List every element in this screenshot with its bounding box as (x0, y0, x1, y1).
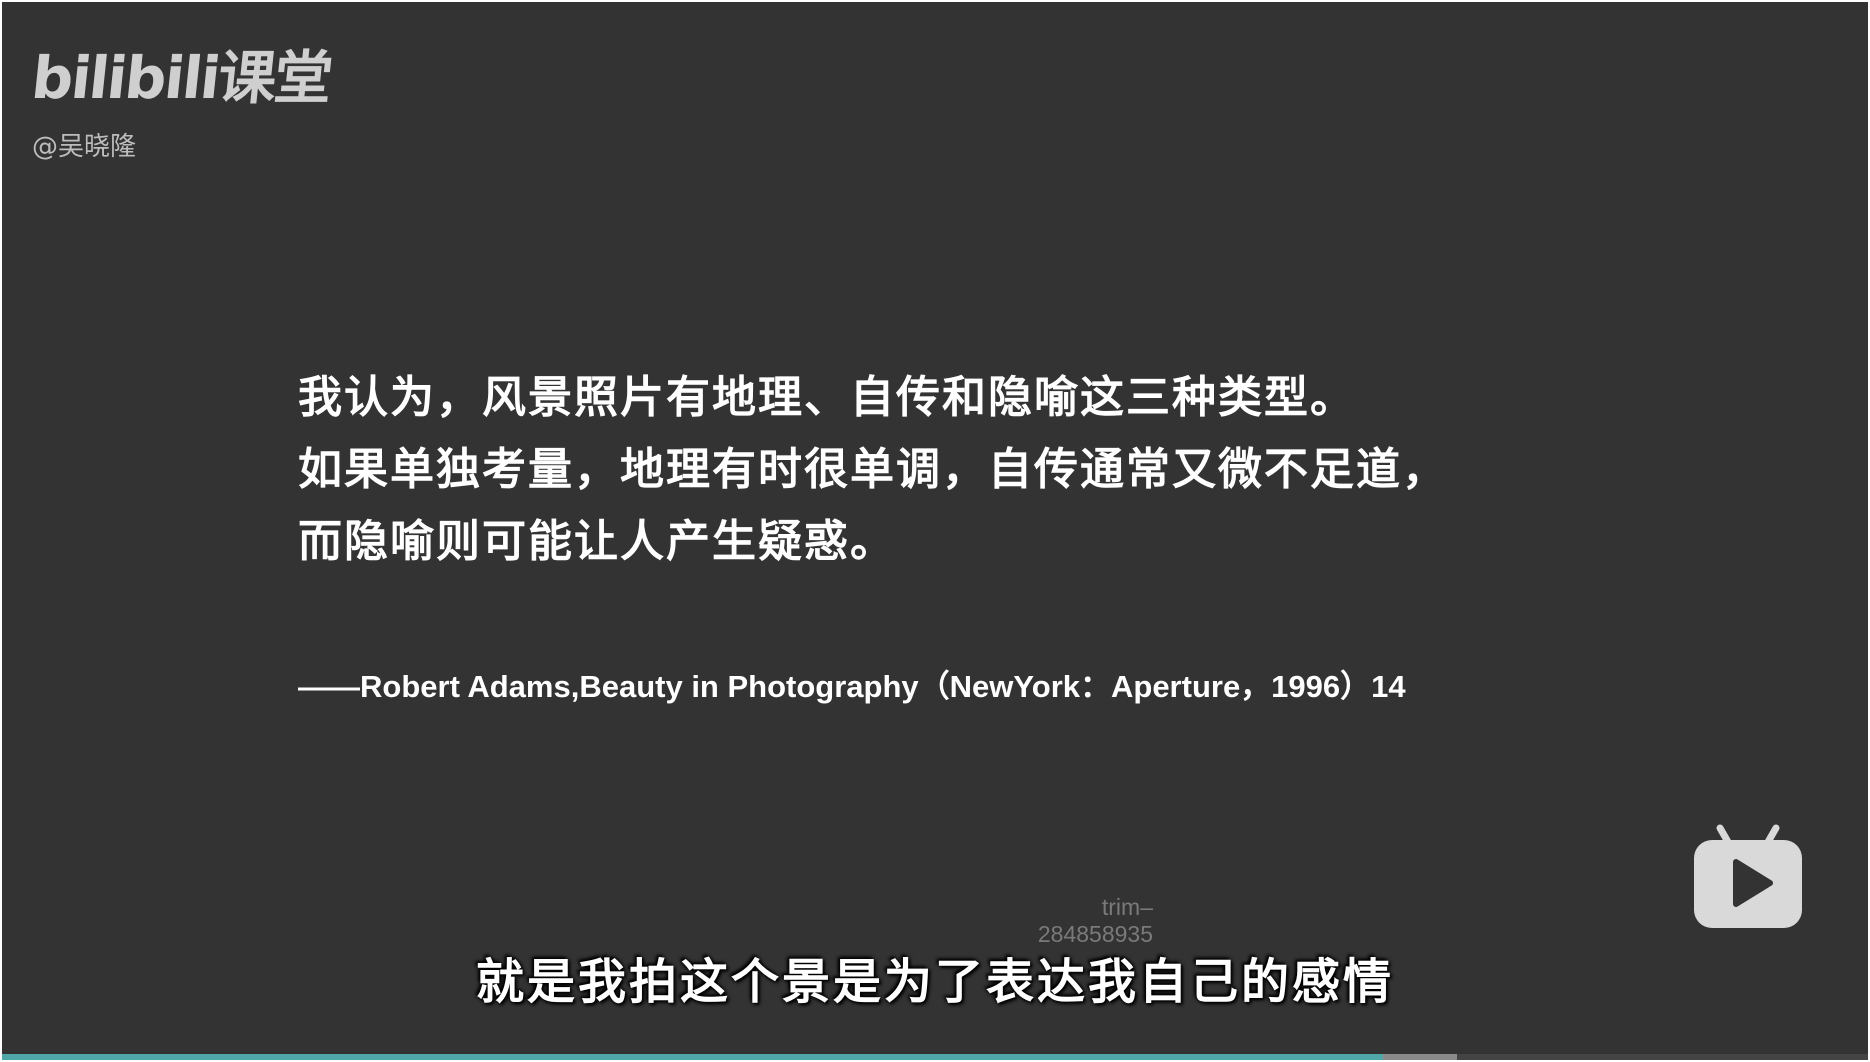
trim-id-label: trim– 284858935 (1037, 894, 1153, 947)
progress-played (2, 1054, 1383, 1060)
quote-line-3: 而隐喻则可能让人产生疑惑。 (298, 516, 896, 567)
progress-bar[interactable] (2, 1054, 1868, 1060)
bilibili-classroom-logo: bilibili课堂 (28, 38, 333, 118)
quote-line-1: 我认为，风景照片有地理、自传和隐喻这三种类型。 (298, 372, 1356, 423)
subtitle-caption: 就是我拍这个景是为了表达我自己的感情 (475, 954, 1394, 1010)
uploader-watermark: @吴晓隆 (32, 132, 137, 162)
quote-block: 我认为，风景照片有地理、自传和隐喻这三种类型。 如果单独考量，地理有时很单调，自… (298, 362, 1698, 578)
progress-buffered (1382, 1054, 1458, 1060)
logo-text: bilibili课堂 (28, 44, 334, 112)
quote-line-2: 如果单独考量，地理有时很单调，自传通常又微不足道， (298, 444, 1448, 495)
quote-citation: ——Robert Adams,Beauty in Photography（New… (298, 669, 1406, 704)
bilibili-tv-play-icon[interactable] (1692, 820, 1804, 930)
